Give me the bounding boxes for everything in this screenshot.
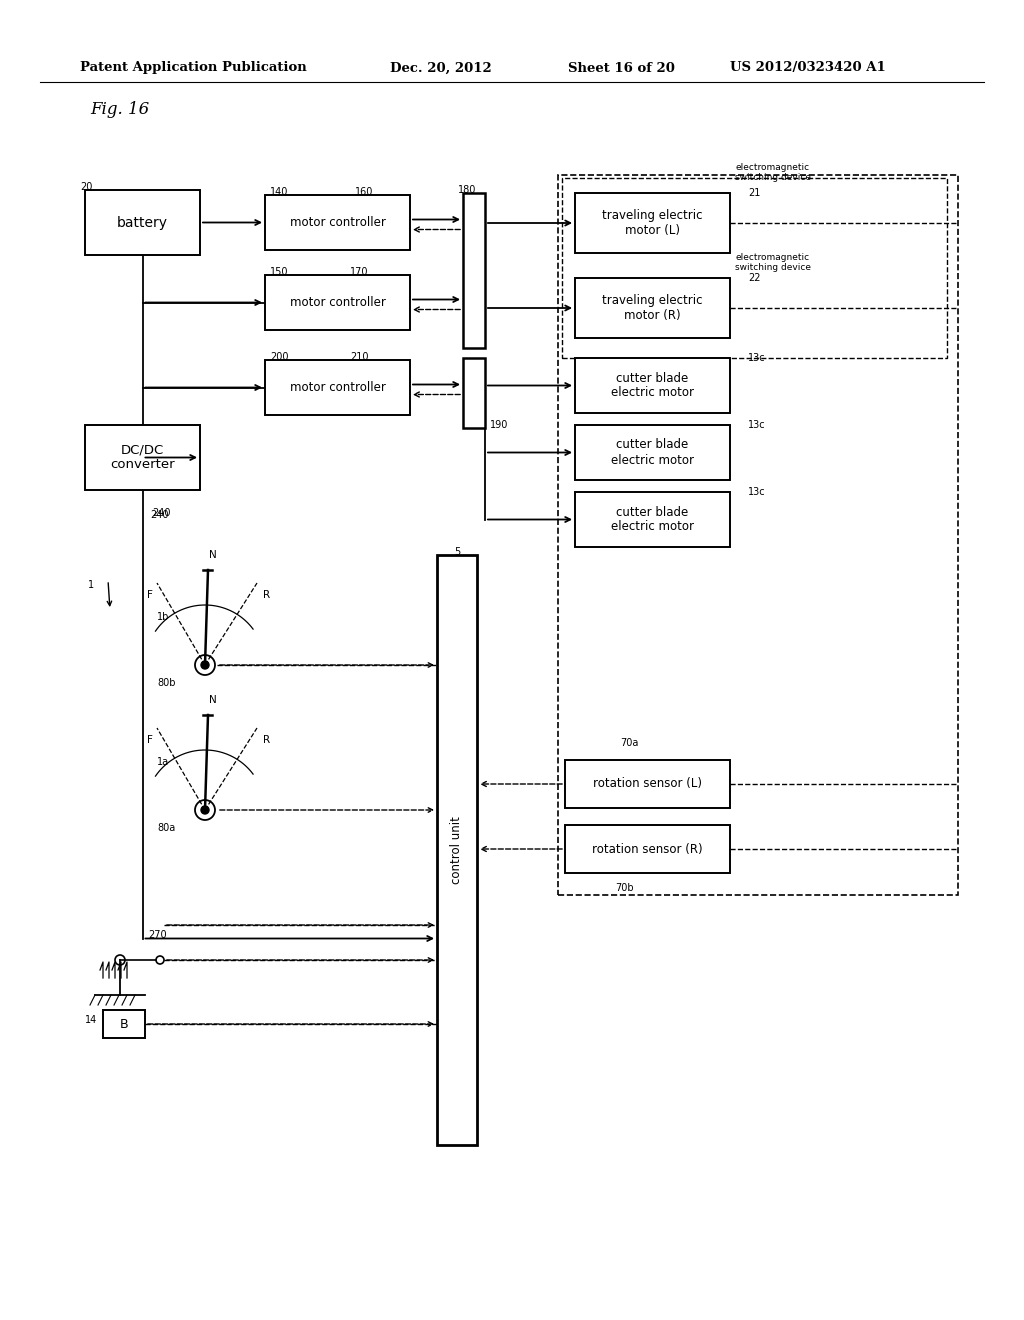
Text: 180: 180 <box>458 185 476 195</box>
Bar <box>103 1010 145 1038</box>
Text: 13c: 13c <box>748 487 766 498</box>
Text: traveling electric
motor (R): traveling electric motor (R) <box>602 294 702 322</box>
Text: traveling electric
motor (L): traveling electric motor (L) <box>602 209 702 238</box>
Text: 1b: 1b <box>157 612 169 622</box>
Text: Fig. 16: Fig. 16 <box>90 102 150 119</box>
Bar <box>558 176 958 895</box>
Text: electromagnetic
switching device: electromagnetic switching device <box>735 253 811 272</box>
Text: 22: 22 <box>748 273 761 282</box>
Text: R: R <box>263 590 270 601</box>
Text: 160: 160 <box>355 187 374 197</box>
Text: 20: 20 <box>80 182 92 191</box>
Text: 240: 240 <box>151 510 169 520</box>
Text: motor controller: motor controller <box>290 216 385 228</box>
Bar <box>463 358 485 428</box>
Text: 70b: 70b <box>615 883 634 894</box>
Text: 240: 240 <box>153 508 171 517</box>
Bar <box>575 193 730 253</box>
Bar <box>565 825 730 873</box>
Text: 150: 150 <box>270 267 289 277</box>
Text: electromagnetic
switching device: electromagnetic switching device <box>735 162 811 182</box>
Text: cutter blade
electric motor: cutter blade electric motor <box>611 371 694 400</box>
Bar <box>575 358 730 413</box>
Text: control unit: control unit <box>451 816 464 884</box>
Bar <box>265 195 410 249</box>
Text: DC/DC
converter: DC/DC converter <box>111 444 175 471</box>
Text: Patent Application Publication: Patent Application Publication <box>80 62 307 74</box>
Bar <box>575 425 730 480</box>
Text: R: R <box>263 735 270 744</box>
Circle shape <box>201 661 209 669</box>
Text: 1a: 1a <box>157 756 169 767</box>
Text: Dec. 20, 2012: Dec. 20, 2012 <box>390 62 492 74</box>
Text: 14: 14 <box>85 1015 97 1026</box>
Text: motor controller: motor controller <box>290 381 385 393</box>
Text: cutter blade
electric motor: cutter blade electric motor <box>611 506 694 533</box>
Bar <box>265 360 410 414</box>
Text: 170: 170 <box>350 267 369 277</box>
Text: 80a: 80a <box>158 822 176 833</box>
Text: 140: 140 <box>270 187 289 197</box>
Bar <box>437 554 477 1144</box>
Text: N: N <box>209 696 217 705</box>
Bar <box>265 275 410 330</box>
Text: US 2012/0323420 A1: US 2012/0323420 A1 <box>730 62 886 74</box>
Text: 5: 5 <box>454 546 460 557</box>
Bar <box>575 279 730 338</box>
Text: 190: 190 <box>490 420 508 430</box>
Text: N: N <box>209 550 217 560</box>
Bar <box>565 760 730 808</box>
Text: 200: 200 <box>270 352 289 362</box>
Text: 210: 210 <box>350 352 369 362</box>
Bar <box>85 425 200 490</box>
Text: 13c: 13c <box>748 352 766 363</box>
Text: 13c: 13c <box>748 420 766 430</box>
Text: 1: 1 <box>88 579 94 590</box>
Bar <box>562 178 947 358</box>
Text: rotation sensor (L): rotation sensor (L) <box>593 777 702 791</box>
Text: battery: battery <box>117 215 168 230</box>
Bar <box>463 193 485 348</box>
Text: Sheet 16 of 20: Sheet 16 of 20 <box>568 62 675 74</box>
Text: 70a: 70a <box>620 738 638 748</box>
Text: 80b: 80b <box>158 678 176 688</box>
Text: 270: 270 <box>148 931 167 940</box>
Text: F: F <box>147 735 153 744</box>
Bar <box>575 492 730 546</box>
Text: cutter blade
electric motor: cutter blade electric motor <box>611 438 694 466</box>
Text: motor controller: motor controller <box>290 296 385 309</box>
Text: B: B <box>120 1018 128 1031</box>
Text: F: F <box>147 590 153 601</box>
Text: 21: 21 <box>748 187 761 198</box>
Bar <box>85 190 200 255</box>
Circle shape <box>201 807 209 814</box>
Text: rotation sensor (R): rotation sensor (R) <box>592 842 702 855</box>
